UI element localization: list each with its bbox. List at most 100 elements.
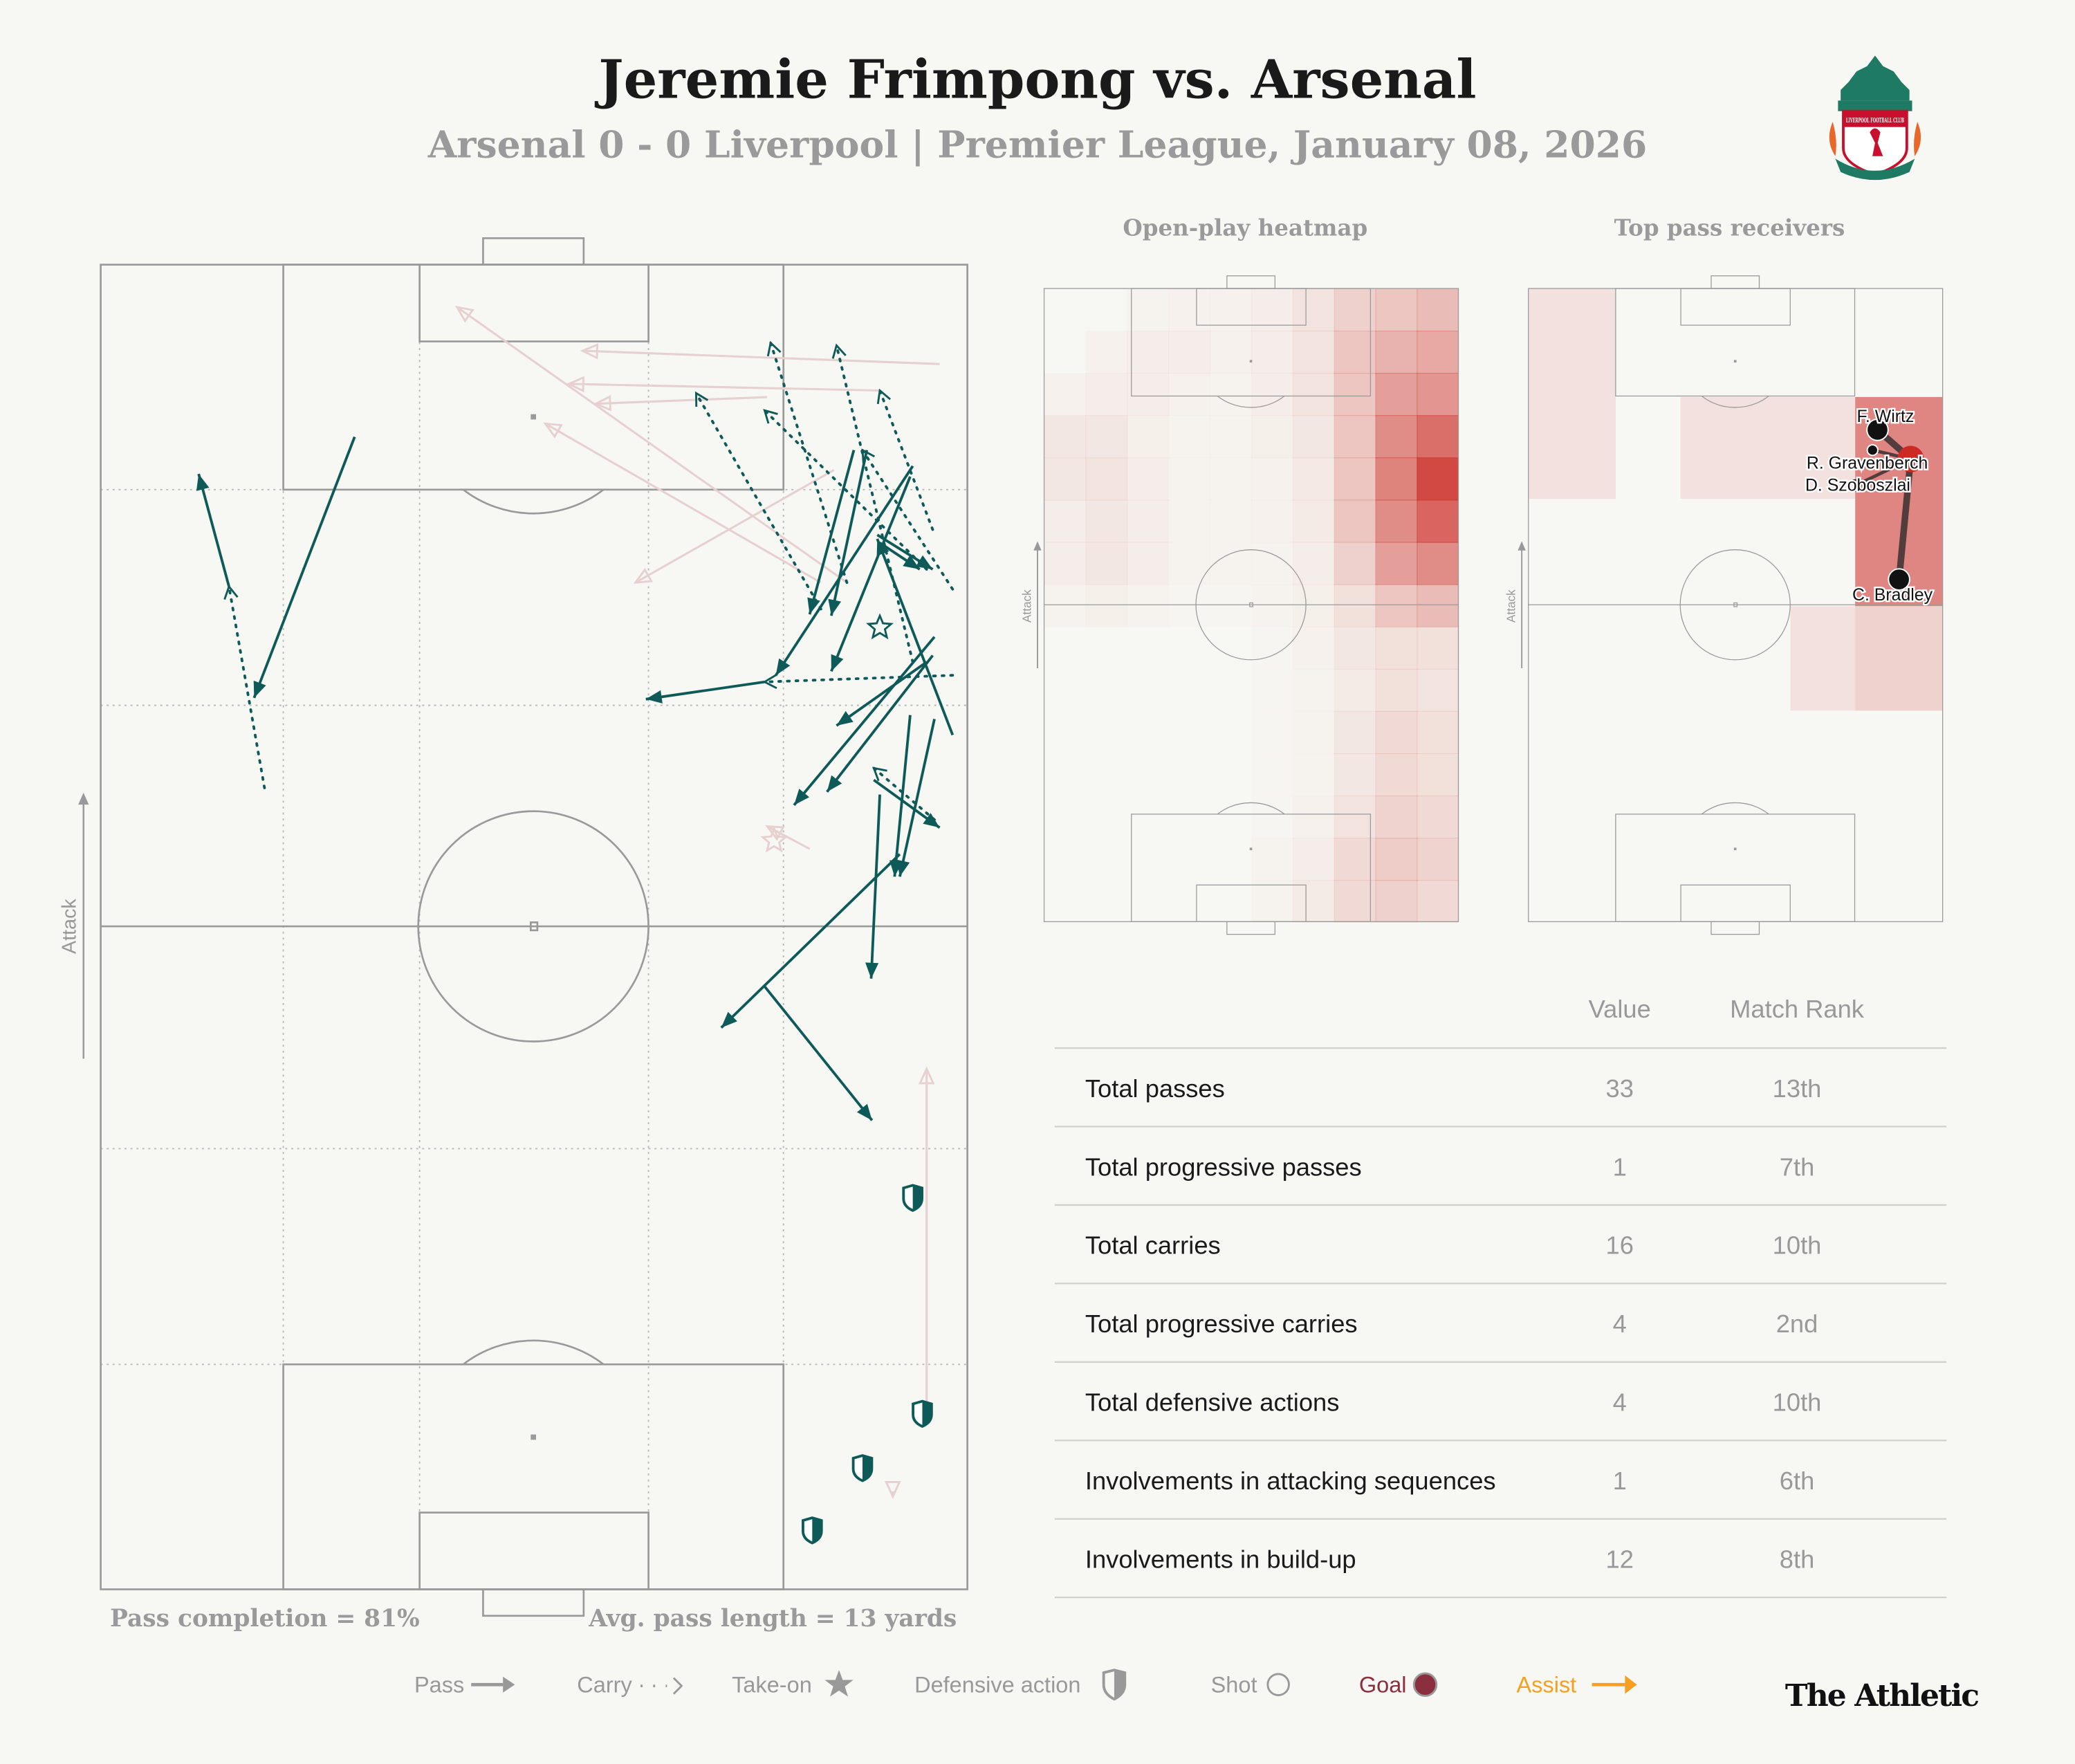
heatmap-cell bbox=[1127, 499, 1170, 543]
pass-arrowhead bbox=[580, 343, 599, 360]
pass-arrowhead bbox=[633, 567, 654, 584]
take-on-star bbox=[866, 613, 894, 640]
table-row: Involvements in build-up 12 8th bbox=[1085, 1545, 1814, 1573]
heatmap-cell bbox=[1334, 753, 1376, 797]
receiver-network: F. Wirtz R. Gravenberch D. Szoboszlai C. Br… bbox=[1804, 405, 1935, 606]
carry-line bbox=[878, 389, 934, 531]
legend-assist-label: Assist bbox=[1516, 1673, 1576, 1698]
avg-pass-length: Avg. pass length = 13 yards bbox=[588, 1605, 957, 1633]
heatmap-cell bbox=[1210, 373, 1252, 416]
heatmap-cell bbox=[1375, 753, 1418, 797]
pass-line bbox=[775, 465, 914, 677]
pass-arrowhead bbox=[827, 775, 842, 792]
carry-chevron bbox=[872, 766, 887, 782]
arrow-icon bbox=[503, 1676, 515, 1693]
stat-label: Involvements in build-up bbox=[1085, 1545, 1356, 1573]
heatmap-cell bbox=[1251, 457, 1293, 500]
pass-line bbox=[869, 794, 881, 979]
heatmap-cell bbox=[1375, 288, 1418, 332]
pass-arrowhead bbox=[896, 859, 910, 877]
unsuccessful-pass bbox=[566, 376, 880, 393]
unsuccessful-pass bbox=[918, 1066, 935, 1416]
carry bbox=[861, 448, 954, 591]
stat-rank: 6th bbox=[1780, 1467, 1815, 1495]
stats-table: Value Match Rank Total passes 33 13thTotal… bbox=[1054, 995, 1947, 1599]
successful-pass bbox=[826, 654, 934, 793]
heatmap-cell bbox=[1375, 331, 1418, 374]
pass-line bbox=[569, 383, 880, 392]
heatmap-cell bbox=[1044, 373, 1087, 416]
heatmap-cell bbox=[1334, 331, 1376, 374]
carry-line bbox=[835, 344, 914, 663]
legend-carry-label: Carry bbox=[577, 1673, 632, 1698]
stat-value: 1 bbox=[1613, 1467, 1627, 1495]
pass-line bbox=[793, 636, 936, 807]
heatmap-cell bbox=[1251, 373, 1293, 416]
carry-line bbox=[763, 674, 954, 683]
stat-rank: 13th bbox=[1773, 1074, 1822, 1103]
heatmap-cell bbox=[1127, 542, 1170, 585]
heatmap-cell bbox=[1210, 585, 1252, 627]
heatmap-cell bbox=[1417, 415, 1459, 459]
carry-chevron bbox=[876, 388, 892, 405]
legend-defensive-label: Defensive action bbox=[914, 1673, 1080, 1698]
heatmap-cell bbox=[1251, 669, 1293, 712]
unsuccessful-pass bbox=[454, 305, 848, 584]
heatmap-cell bbox=[1334, 373, 1376, 416]
successful-pass bbox=[876, 538, 954, 736]
pass-line bbox=[876, 538, 954, 736]
heatmap-cell bbox=[1417, 668, 1459, 712]
stat-value: 4 bbox=[1613, 1388, 1627, 1417]
successful-pass bbox=[896, 718, 936, 877]
heatmap-cell bbox=[1085, 331, 1127, 374]
heatmap-cell bbox=[1293, 753, 1335, 796]
receivers-title: Top pass receivers bbox=[1614, 214, 1845, 241]
heatmap-cell bbox=[1375, 880, 1418, 923]
stat-value: 4 bbox=[1613, 1310, 1627, 1338]
heatmap-cell bbox=[1334, 710, 1376, 754]
legend-goal: Goal bbox=[1359, 1672, 1438, 1698]
heatmap-cell bbox=[1292, 838, 1335, 881]
stat-value: 16 bbox=[1605, 1231, 1633, 1260]
heatmap-cell bbox=[1292, 288, 1335, 332]
chevron-icon bbox=[672, 1677, 683, 1695]
successful-pass bbox=[876, 533, 934, 571]
heatmap-cell bbox=[1251, 753, 1293, 796]
defensive-action-shield bbox=[851, 1454, 874, 1482]
pass-arrowhead bbox=[566, 376, 584, 393]
pass-arrowhead bbox=[721, 1011, 737, 1028]
pass-arrowhead bbox=[923, 813, 940, 828]
receiver-label: D. Szoboszlai bbox=[1805, 476, 1910, 495]
pass-line bbox=[836, 661, 928, 727]
stat-value: 1 bbox=[1613, 1152, 1627, 1181]
heatmap-cell bbox=[1334, 499, 1376, 543]
carry bbox=[872, 766, 936, 821]
receiver-zone bbox=[1790, 606, 1856, 711]
col-header-rank: Match Rank bbox=[1730, 995, 1865, 1023]
heatmap-cell bbox=[1293, 627, 1335, 670]
heatmap-cell bbox=[1168, 542, 1210, 585]
heatmap-cell bbox=[1085, 585, 1127, 627]
heatmap-cell bbox=[1417, 710, 1459, 754]
shield-fill bbox=[862, 1455, 872, 1481]
receiver-node bbox=[1866, 444, 1879, 457]
heatmap-cell bbox=[1417, 626, 1459, 670]
heatmap-cell bbox=[1417, 288, 1459, 332]
legend-shot: Shot bbox=[1211, 1673, 1290, 1698]
col-header-value: Value bbox=[1589, 995, 1651, 1023]
legend-carry: Carry bbox=[577, 1673, 683, 1698]
heatmap-cell bbox=[1251, 415, 1293, 458]
heatmap-cell bbox=[1375, 499, 1418, 543]
receiver-zone bbox=[1855, 606, 1943, 711]
heatmap-cell bbox=[1127, 331, 1170, 374]
pass-arrowhead bbox=[885, 1480, 901, 1499]
carry-line bbox=[694, 392, 822, 611]
receivers-pitch: F. Wirtz R. Gravenberch D. Szoboszlai C. Br… bbox=[1504, 275, 1944, 935]
stat-value: 12 bbox=[1605, 1545, 1633, 1573]
heatmap-cell bbox=[1210, 415, 1252, 458]
unsuccessful-pass bbox=[543, 422, 822, 584]
attack-direction-indicator: Attack bbox=[1020, 541, 1042, 669]
heatmap-cell bbox=[1044, 585, 1087, 627]
pass-arrowhead bbox=[865, 962, 879, 979]
